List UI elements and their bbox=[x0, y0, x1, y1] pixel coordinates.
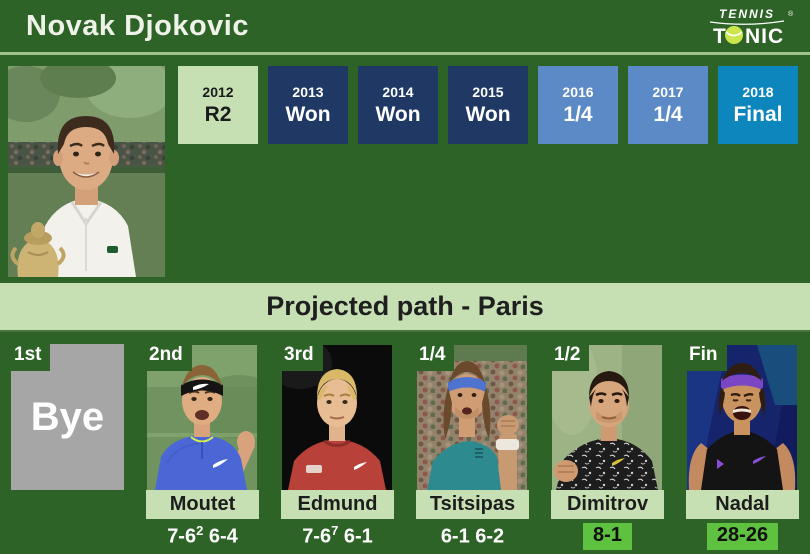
section-title: Projected path - Paris bbox=[266, 291, 544, 321]
header: Novak Djokovic TENNIS T NIC ® bbox=[0, 0, 810, 55]
h2h-score-highlight: 28-26 bbox=[706, 523, 779, 550]
tiebreak-sup: 2 bbox=[196, 523, 204, 538]
year-label: 2015 bbox=[472, 83, 504, 100]
section-banner: Projected path - Paris bbox=[0, 283, 810, 332]
name-strip: Nadal bbox=[686, 490, 799, 519]
year-label: 2014 bbox=[382, 83, 414, 100]
logo-swoosh bbox=[709, 20, 785, 25]
history-box-2014: 2014 Won bbox=[358, 66, 438, 144]
logo-nic-letters: NIC bbox=[745, 25, 784, 48]
tennis-ball-icon bbox=[725, 26, 743, 44]
round-chip: 1/4 bbox=[416, 342, 455, 371]
bye-box: Bye bbox=[11, 344, 124, 490]
logo-tennis-text: TENNIS bbox=[719, 7, 775, 21]
result-label: Won bbox=[285, 102, 331, 126]
path-cell-round3: 3rd Edmund 7-67 6-1 bbox=[270, 332, 405, 554]
h2h-score: 8-1 bbox=[540, 523, 675, 550]
trophy bbox=[10, 222, 66, 277]
name-strip: Moutet bbox=[146, 490, 259, 519]
name-strip: Edmund bbox=[281, 490, 394, 519]
player-photo-edmund bbox=[282, 345, 392, 490]
h2h-score: 7-67 6-1 bbox=[302, 523, 373, 548]
history-box-2016: 2016 1/4 bbox=[538, 66, 618, 144]
result-label: Final bbox=[733, 102, 783, 126]
h2h-score: 7-62 6-4 bbox=[167, 523, 238, 548]
result-label: 1/4 bbox=[653, 102, 683, 126]
path-cell-final: Fin Nadal 28-26 bbox=[675, 332, 810, 554]
player-photo-dimitrov bbox=[552, 345, 662, 490]
registered-mark: ® bbox=[788, 10, 794, 18]
opponent-name: Edmund bbox=[297, 493, 378, 515]
year-label: 2016 bbox=[562, 83, 594, 100]
history-box-2015: 2015 Won bbox=[448, 66, 528, 144]
lacoste-logo bbox=[107, 246, 118, 253]
history-box-2012: 2012 R2 bbox=[178, 66, 258, 144]
history-box-2018: 2018 Final bbox=[718, 66, 798, 144]
result-label: 1/4 bbox=[563, 102, 593, 126]
opponent-name: Tsitsipas bbox=[429, 493, 516, 515]
player-photo-tsitsipas bbox=[417, 345, 527, 490]
tennis-tonic-logo: TENNIS T NIC ® bbox=[709, 7, 794, 48]
h2h-score-highlight: 8-1 bbox=[583, 523, 632, 550]
year-label: 2012 bbox=[202, 83, 234, 100]
round-chip: 1st bbox=[11, 342, 51, 371]
tiebreak-sup: 7 bbox=[331, 523, 339, 538]
result-label: Won bbox=[375, 102, 421, 126]
h2h-score: 6-1 6-2 bbox=[440, 525, 505, 548]
history-box-2017: 2017 1/4 bbox=[628, 66, 708, 144]
result-label: R2 bbox=[204, 102, 232, 126]
round-chip: 1/2 bbox=[551, 342, 590, 371]
path-cell-round2: 2nd Moutet 7-62 6-4 bbox=[135, 332, 270, 554]
bye-label: Bye bbox=[30, 394, 105, 439]
round-chip: Fin bbox=[686, 342, 727, 371]
path-cell-round1: Bye 1st bbox=[0, 332, 135, 554]
history-row: 2012 R2 2013 Won 2014 Won 2015 Won 2016 … bbox=[178, 66, 798, 144]
path-cell-semifinal: 1/2 Dimitrov 8-1 bbox=[540, 332, 675, 554]
opponent-name: Nadal bbox=[715, 493, 770, 515]
year-label: 2018 bbox=[742, 83, 774, 100]
h2h-score: 28-26 bbox=[675, 523, 810, 550]
name-strip: Dimitrov bbox=[551, 490, 664, 519]
year-label: 2017 bbox=[652, 83, 684, 100]
history-box-2013: 2013 Won bbox=[268, 66, 348, 144]
page-title: Novak Djokovic bbox=[26, 10, 249, 42]
logo-t-letter: T bbox=[713, 25, 726, 48]
year-label: 2013 bbox=[292, 83, 324, 100]
djokovic-photo bbox=[8, 66, 165, 277]
result-label: Won bbox=[465, 102, 511, 126]
opponent-name: Dimitrov bbox=[566, 493, 649, 515]
projected-path-row: Bye 1st bbox=[0, 332, 810, 554]
path-cell-quarterfinal: 1/4 Tsitsipas 6-1 6-2 bbox=[405, 332, 540, 554]
opponent-name: Moutet bbox=[169, 493, 236, 515]
round-chip: 3rd bbox=[281, 342, 323, 371]
player-photo-nadal bbox=[687, 345, 797, 490]
round-chip: 2nd bbox=[146, 342, 192, 371]
name-strip: Tsitsipas bbox=[416, 490, 529, 519]
